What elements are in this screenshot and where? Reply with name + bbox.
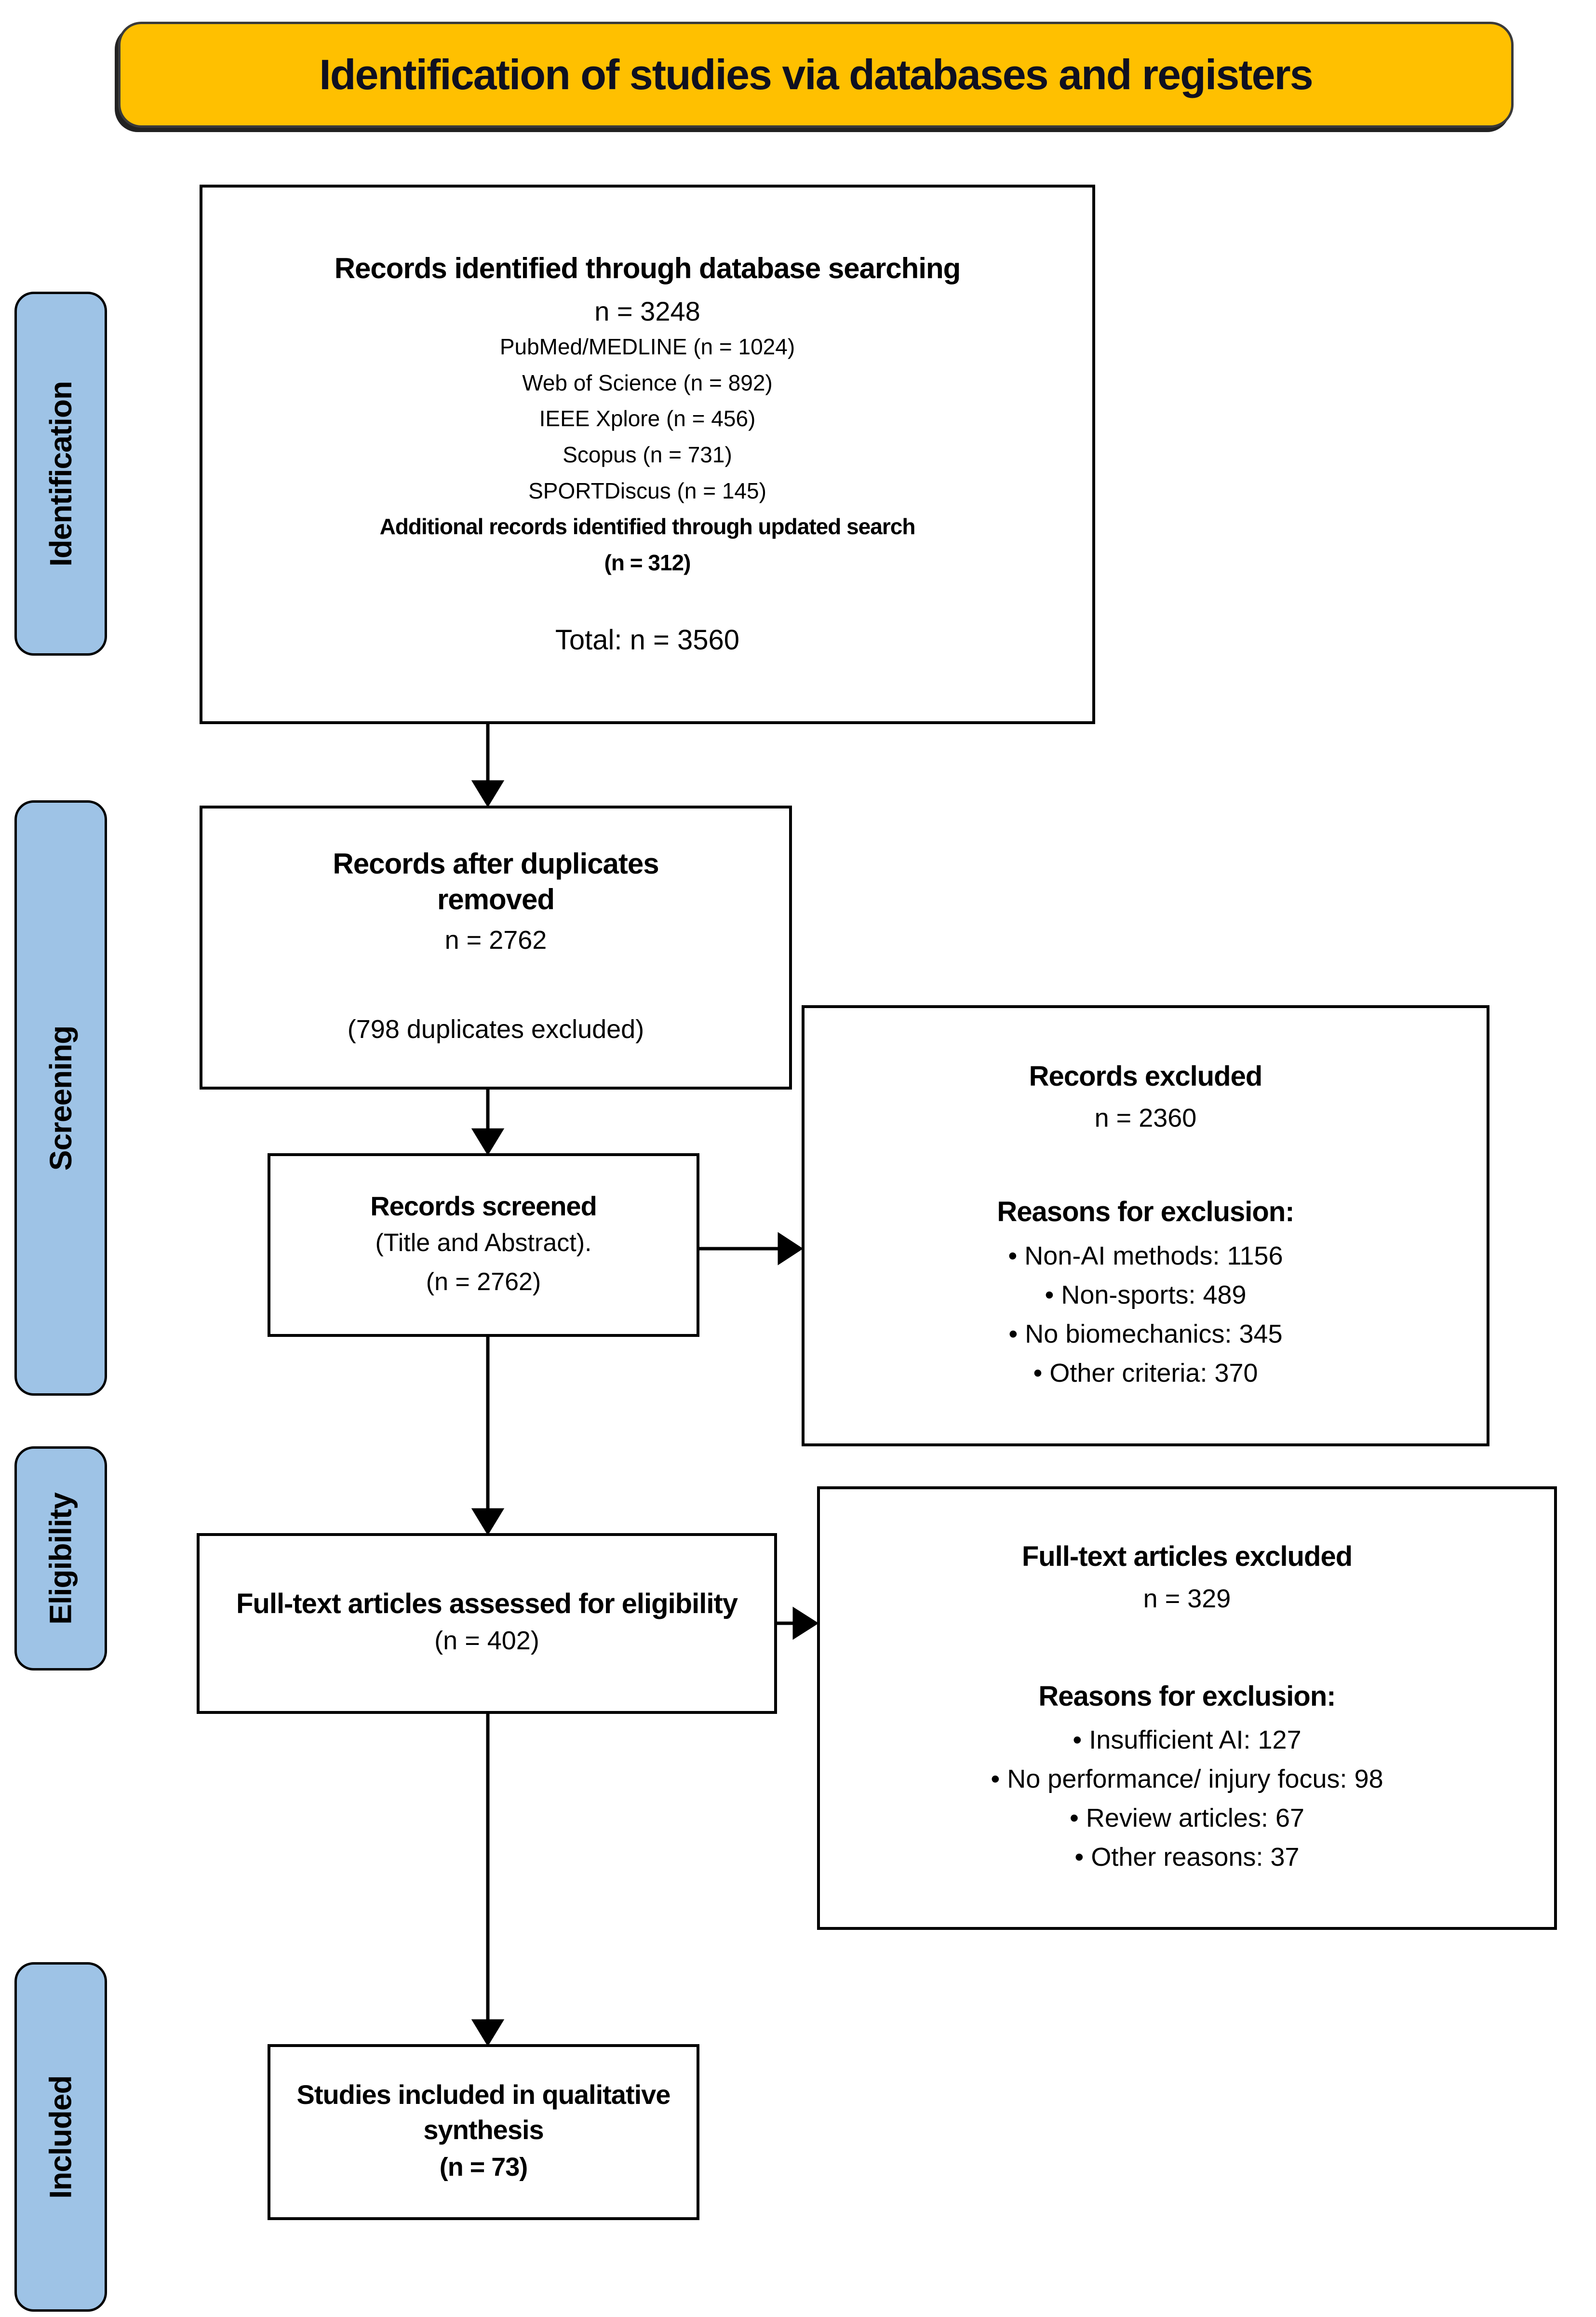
arrowhead-right-icon xyxy=(778,1232,804,1266)
box-fulltext-excluded: Full-text articles excluded n = 329 Reas… xyxy=(817,1486,1557,1930)
box-title: Full-text articles assessed for eligibil… xyxy=(236,1588,738,1619)
duplicates-note: (798 duplicates excluded) xyxy=(347,1014,644,1044)
box-title: Records identified through database sear… xyxy=(334,252,961,285)
exclusion-reason: Non-AI methods: 1156 xyxy=(1008,1237,1283,1276)
stage-label-text: Screening xyxy=(43,1025,78,1171)
box-fulltext-assessed: Full-text articles assessed for eligibil… xyxy=(197,1533,777,1714)
additional-records-n: (n = 312) xyxy=(604,550,691,575)
reasons-heading: Reasons for exclusion: xyxy=(1038,1680,1336,1712)
n-value: (n = 2762) xyxy=(426,1267,541,1296)
source-line: Scopus (n = 731) xyxy=(563,442,732,467)
source-line: IEEE Xplore (n = 456) xyxy=(539,406,756,431)
box-title: Records after duplicates removed xyxy=(333,848,659,916)
arrowhead-down-icon xyxy=(471,1128,505,1156)
n-value: n = 2762 xyxy=(444,925,547,955)
stage-label-text: Identification xyxy=(43,381,78,566)
reasons-heading: Reasons for exclusion: xyxy=(997,1196,1294,1227)
exclusion-reason: Non-sports: 489 xyxy=(1045,1276,1246,1315)
box-duplicates-removed: Records after duplicates removed n = 276… xyxy=(200,806,792,1090)
box-subtitle: (Title and Abstract). xyxy=(375,1229,592,1257)
additional-records-line: Additional records identified through up… xyxy=(379,514,916,539)
exclusion-reason: No performance/ injury focus: 98 xyxy=(991,1760,1383,1799)
box-studies-included: Studies included in qualitative synthesi… xyxy=(268,2044,699,2220)
stage-label-screening: Screening xyxy=(14,800,107,1396)
stage-label-identification: Identification xyxy=(14,292,107,656)
n-value: (n = 402) xyxy=(434,1626,539,1656)
arrowhead-down-icon xyxy=(471,780,505,808)
stage-label-eligibility: Eligibility xyxy=(14,1446,107,1670)
stage-label-included: Included xyxy=(14,1962,107,2312)
exclusion-reason: Other criteria: 370 xyxy=(1033,1354,1258,1393)
title-banner: Identification of studies via databases … xyxy=(118,22,1514,128)
n-value: n = 3248 xyxy=(594,296,700,326)
arrowhead-down-icon xyxy=(471,2019,505,2047)
stage-label-text: Eligibility xyxy=(43,1492,78,1625)
exclusion-reason: Insufficient AI: 127 xyxy=(1073,1721,1301,1760)
diagram-title: Identification of studies via databases … xyxy=(319,51,1313,98)
exclusion-reason: No biomechanics: 345 xyxy=(1008,1315,1282,1354)
stage-label-text: Included xyxy=(43,2075,78,2199)
box-records-identified: Records identified through database sear… xyxy=(200,185,1095,724)
n-value: n = 2360 xyxy=(1094,1104,1197,1132)
arrowhead-right-icon xyxy=(792,1606,819,1640)
exclusion-reason: Other reasons: 37 xyxy=(1074,1838,1299,1877)
source-line: PubMed/MEDLINE (n = 1024) xyxy=(499,334,795,360)
exclusion-reason: Review articles: 67 xyxy=(1070,1799,1304,1838)
box-records-excluded: Records excluded n = 2360 Reasons for ex… xyxy=(802,1005,1489,1446)
box-title: Full-text articles excluded xyxy=(1021,1541,1353,1572)
n-value: n = 329 xyxy=(1143,1584,1231,1613)
source-line: Web of Science (n = 892) xyxy=(522,370,773,395)
arrowhead-down-icon xyxy=(471,1508,505,1536)
source-line: SPORTDiscus (n = 145) xyxy=(528,478,766,503)
box-records-screened: Records screened (Title and Abstract). (… xyxy=(268,1153,699,1337)
box-title: Records excluded xyxy=(1029,1060,1263,1092)
total-line: Total: n = 3560 xyxy=(555,624,740,656)
box-title: Records screened xyxy=(370,1190,597,1221)
n-value: (n = 73) xyxy=(439,2152,528,2182)
box-title: Studies included in qualitative synthesi… xyxy=(296,2079,671,2145)
